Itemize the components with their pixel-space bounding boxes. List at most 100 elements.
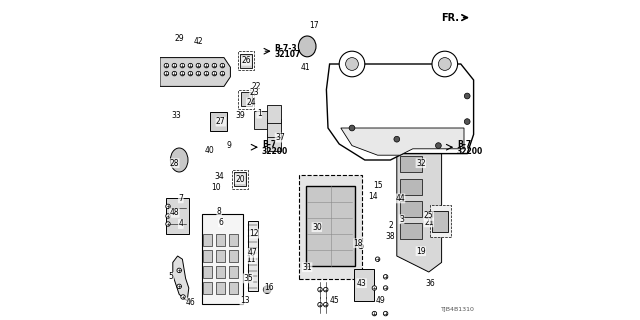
Text: B-7: B-7 [457, 140, 471, 149]
Polygon shape [166, 198, 189, 234]
FancyBboxPatch shape [216, 282, 225, 294]
Text: 26: 26 [241, 56, 252, 65]
Text: 20: 20 [235, 175, 245, 184]
FancyBboxPatch shape [216, 266, 225, 278]
Circle shape [180, 63, 185, 68]
FancyBboxPatch shape [204, 266, 212, 278]
Text: 24: 24 [246, 98, 256, 107]
Text: 44: 44 [395, 194, 405, 203]
Circle shape [359, 244, 364, 249]
Circle shape [172, 63, 177, 68]
Text: 17: 17 [308, 21, 319, 30]
Text: 28: 28 [170, 159, 179, 168]
Text: 31: 31 [302, 263, 312, 272]
Text: 18: 18 [354, 239, 363, 248]
Text: 32107: 32107 [275, 50, 301, 59]
FancyBboxPatch shape [229, 266, 238, 278]
FancyBboxPatch shape [210, 112, 227, 131]
FancyBboxPatch shape [202, 214, 243, 304]
Circle shape [317, 302, 323, 307]
Circle shape [375, 257, 380, 261]
Circle shape [212, 63, 216, 68]
FancyBboxPatch shape [267, 105, 281, 123]
Text: 46: 46 [186, 298, 195, 307]
Text: 32: 32 [416, 159, 426, 168]
Text: 34: 34 [214, 172, 224, 180]
Circle shape [180, 71, 185, 76]
Circle shape [188, 71, 193, 76]
Text: 39: 39 [235, 111, 245, 120]
Circle shape [465, 93, 470, 99]
Text: TJB4B1310: TJB4B1310 [442, 307, 475, 312]
Text: 40: 40 [205, 146, 214, 155]
Text: 38: 38 [385, 232, 396, 241]
Text: 45: 45 [330, 296, 339, 305]
FancyBboxPatch shape [400, 201, 422, 217]
Text: B-7: B-7 [262, 140, 276, 149]
Circle shape [204, 63, 209, 68]
Text: 42: 42 [193, 37, 204, 46]
Text: 11: 11 [246, 255, 256, 264]
Circle shape [204, 71, 209, 76]
Text: 25: 25 [424, 212, 434, 220]
Text: 23: 23 [250, 88, 259, 97]
FancyBboxPatch shape [204, 234, 212, 246]
FancyBboxPatch shape [400, 223, 422, 239]
FancyBboxPatch shape [216, 234, 225, 246]
Circle shape [166, 214, 170, 218]
Circle shape [383, 311, 388, 316]
Circle shape [317, 287, 323, 292]
Polygon shape [160, 58, 230, 86]
Polygon shape [248, 221, 258, 291]
Text: 5: 5 [169, 272, 173, 281]
Circle shape [339, 51, 365, 77]
Text: 48: 48 [170, 208, 179, 217]
Text: 9: 9 [227, 141, 231, 150]
Circle shape [177, 268, 182, 273]
FancyBboxPatch shape [432, 211, 448, 232]
Circle shape [180, 295, 186, 299]
Text: 16: 16 [264, 284, 274, 292]
Circle shape [372, 311, 376, 316]
Text: 35: 35 [243, 274, 253, 283]
Text: 22: 22 [252, 82, 260, 91]
Circle shape [188, 63, 193, 68]
FancyBboxPatch shape [354, 269, 374, 301]
Text: 41: 41 [301, 63, 310, 72]
Text: 33: 33 [171, 111, 181, 120]
Polygon shape [326, 64, 474, 160]
Text: 43: 43 [356, 279, 367, 288]
Circle shape [164, 63, 169, 68]
Circle shape [166, 204, 170, 209]
FancyBboxPatch shape [240, 54, 252, 68]
Circle shape [383, 275, 388, 279]
FancyBboxPatch shape [229, 282, 238, 294]
Text: 14: 14 [368, 192, 378, 201]
Text: 29: 29 [174, 34, 184, 43]
Circle shape [177, 284, 182, 289]
Text: 3: 3 [399, 215, 404, 224]
Circle shape [323, 287, 328, 292]
Text: 36: 36 [426, 279, 435, 288]
Text: 12: 12 [250, 229, 259, 238]
Text: 7: 7 [179, 194, 183, 203]
FancyBboxPatch shape [216, 250, 225, 262]
Ellipse shape [298, 36, 316, 57]
Text: 19: 19 [416, 247, 426, 256]
Circle shape [196, 71, 201, 76]
Circle shape [172, 71, 177, 76]
Text: 32200: 32200 [457, 147, 483, 156]
Text: 6: 6 [218, 218, 223, 227]
FancyBboxPatch shape [241, 92, 252, 106]
FancyBboxPatch shape [267, 134, 281, 151]
Circle shape [166, 222, 170, 226]
Text: 4: 4 [179, 220, 183, 228]
Circle shape [435, 143, 442, 148]
Text: 21: 21 [424, 218, 433, 227]
Circle shape [164, 71, 169, 76]
FancyBboxPatch shape [229, 250, 238, 262]
Circle shape [394, 136, 400, 142]
FancyBboxPatch shape [204, 250, 212, 262]
Circle shape [349, 125, 355, 131]
Text: FR.: FR. [441, 12, 460, 23]
